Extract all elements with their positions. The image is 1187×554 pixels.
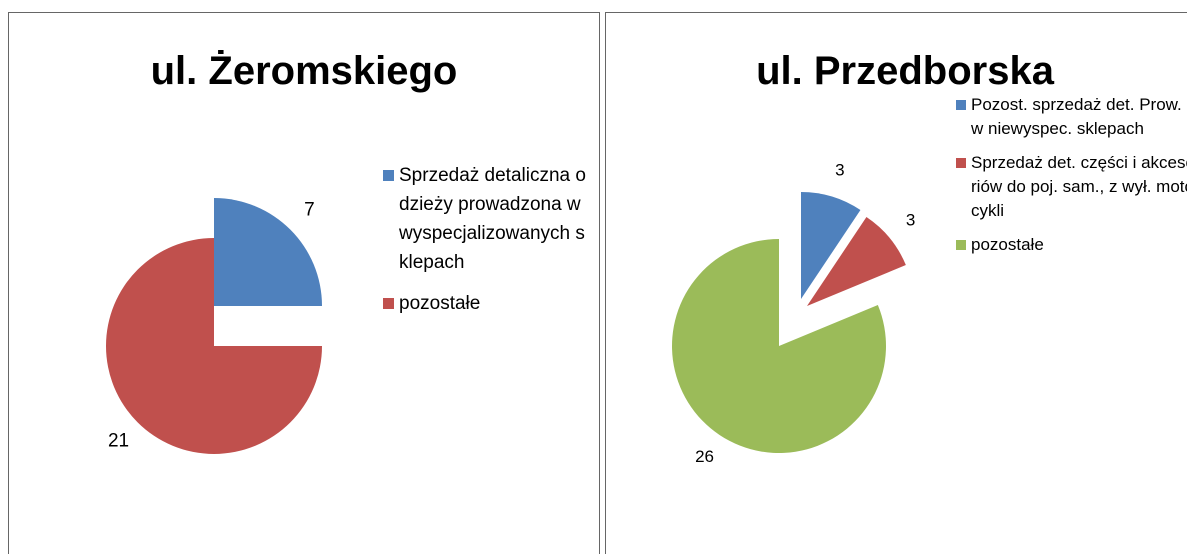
legend-item: Sprzedaż det. części i akcesoriów do poj… (956, 151, 1187, 223)
chart-title: ul. Przedborska (756, 49, 1054, 93)
legend-label: Sprzedaż detaliczna odzieży prowadzona w… (399, 165, 586, 273)
pie-slice (106, 238, 322, 454)
chart-panel: 3 3 26 ul. Przedborska Pozost. sprzedaż det.… (605, 12, 1187, 554)
legend-swatch (956, 240, 966, 250)
pie-slice (672, 239, 886, 453)
data-label: 26 (695, 447, 714, 466)
pie-plot: 3 3 26 (672, 160, 915, 466)
pie-slice (807, 217, 906, 306)
legend: Pozost. sprzedaż det. Prow. w niewyspec.… (956, 93, 1187, 267)
pie-slice (801, 192, 861, 299)
legend-swatch (956, 100, 966, 110)
legend-swatch (383, 170, 394, 181)
data-label: 3 (835, 160, 844, 179)
chart-title: ul. Żeromskiego (150, 49, 458, 93)
legend-swatch (383, 298, 394, 309)
legend-label: Sprzedaż det. części i akcesoriów do poj… (971, 153, 1187, 220)
chart-panel: 7 21 ul. Żeromskiego Sprzedaż detaliczna od… (8, 12, 600, 554)
pie-plot: 7 21 (106, 198, 322, 454)
legend-label: Pozost. sprzedaż det. Prow. w niewyspec.… (971, 95, 1182, 138)
legend-item: pozostałe (956, 233, 1187, 257)
data-label: 21 (108, 430, 129, 451)
data-label: 7 (304, 200, 315, 221)
pie-slice (214, 198, 322, 306)
data-label: 3 (906, 210, 915, 229)
legend-item: Pozost. sprzedaż det. Prow. w niewyspec.… (956, 93, 1187, 141)
legend-label: pozostałe (971, 235, 1044, 254)
legend-label: pozostałe (399, 293, 481, 314)
legend-item: Sprzedaż detaliczna odzieży prowadzona w… (383, 161, 593, 277)
legend-swatch (956, 158, 966, 168)
legend: Sprzedaż detaliczna odzieży prowadzona w… (383, 161, 593, 330)
legend-item: pozostałe (383, 289, 593, 318)
